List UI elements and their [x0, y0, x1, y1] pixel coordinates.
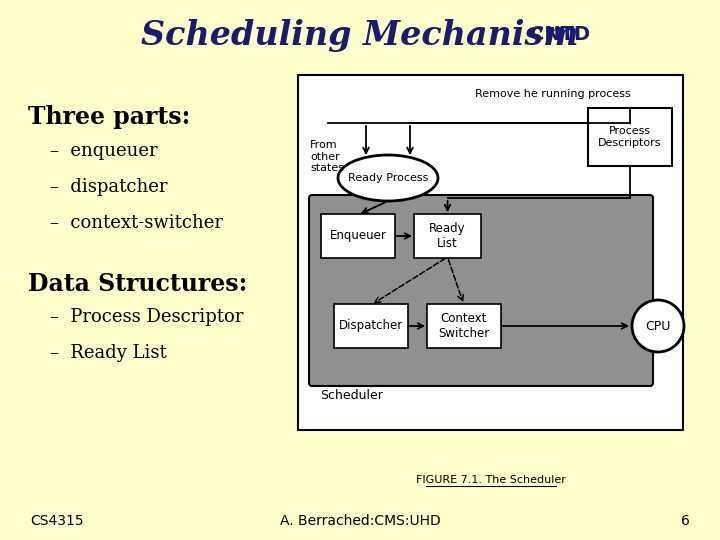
FancyBboxPatch shape: [321, 214, 395, 258]
FancyBboxPatch shape: [427, 304, 501, 348]
Text: From
other
states: From other states: [310, 140, 344, 173]
Text: –  enqueuer: – enqueuer: [50, 142, 158, 160]
Text: Remove he running process: Remove he running process: [475, 89, 631, 99]
FancyBboxPatch shape: [588, 108, 672, 166]
Text: Context
Switcher: Context Switcher: [438, 312, 490, 340]
Text: –  context-switcher: – context-switcher: [50, 214, 223, 232]
Text: A. Berrached:CMS:UHD: A. Berrached:CMS:UHD: [279, 514, 441, 528]
Text: FIGURE 7.1. The Scheduler: FIGURE 7.1. The Scheduler: [415, 475, 565, 485]
Text: Ready
List: Ready List: [429, 222, 466, 250]
Circle shape: [632, 300, 684, 352]
FancyBboxPatch shape: [414, 214, 481, 258]
Text: CNTD: CNTD: [530, 25, 590, 44]
Ellipse shape: [338, 155, 438, 201]
Text: 6: 6: [681, 514, 690, 528]
Text: CS4315: CS4315: [30, 514, 84, 528]
FancyBboxPatch shape: [309, 195, 653, 386]
Text: Scheduler: Scheduler: [320, 389, 383, 402]
Text: –  Process Descriptor: – Process Descriptor: [50, 308, 243, 326]
Text: –  dispatcher: – dispatcher: [50, 178, 168, 196]
Text: CPU: CPU: [645, 320, 671, 333]
Text: Three parts:: Three parts:: [28, 105, 190, 129]
Text: Process
Descriptors: Process Descriptors: [598, 126, 662, 148]
Text: Data Structures:: Data Structures:: [28, 272, 247, 296]
Text: Dispatcher: Dispatcher: [339, 320, 403, 333]
Text: Scheduling Mechanism: Scheduling Mechanism: [141, 18, 579, 51]
Text: –  Ready List: – Ready List: [50, 344, 167, 362]
Text: Enqueuer: Enqueuer: [330, 230, 387, 242]
Text: Ready Process: Ready Process: [348, 173, 428, 183]
FancyBboxPatch shape: [334, 304, 408, 348]
FancyBboxPatch shape: [298, 75, 683, 430]
